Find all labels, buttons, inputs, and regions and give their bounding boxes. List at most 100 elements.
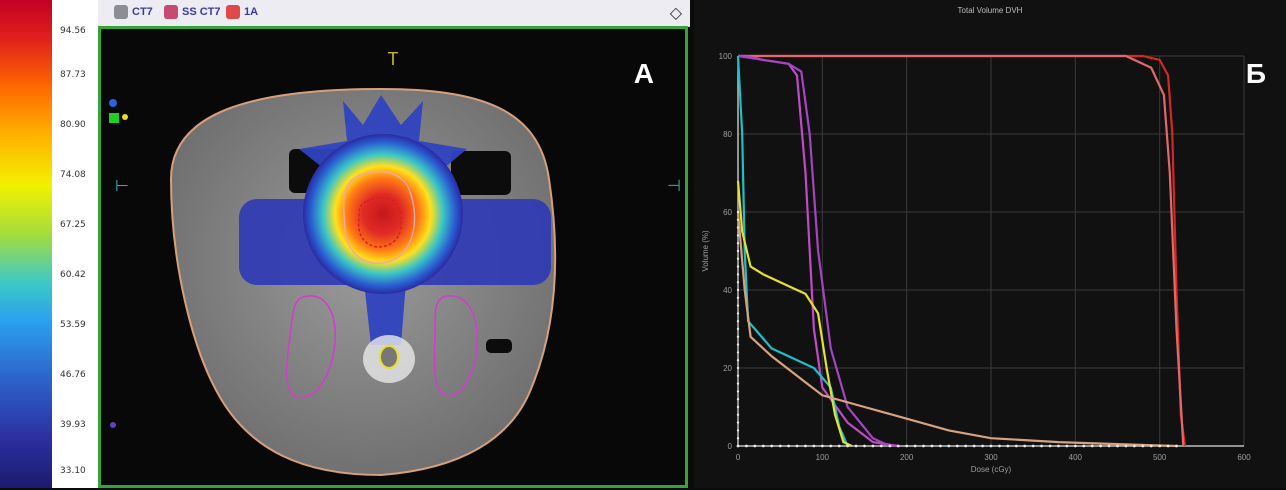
- axis-dot: [736, 288, 740, 292]
- axis-dot: [1048, 444, 1052, 448]
- y-tick-label: 100: [719, 52, 733, 61]
- x-axis-label: Dose (cGy): [971, 465, 1012, 474]
- axis-dot: [871, 444, 875, 448]
- axis-dot: [1006, 444, 1010, 448]
- y-tick-label: 60: [723, 208, 732, 217]
- axis-dot: [1158, 444, 1162, 448]
- axis-dot: [1031, 444, 1035, 448]
- view-indicator-icon[interactable]: [122, 114, 128, 120]
- toolbar-item[interactable]: SS CT7: [164, 2, 221, 22]
- axis-dot: [1040, 444, 1043, 448]
- view-indicator-icon[interactable]: [109, 113, 119, 123]
- scroll-marker-icon[interactable]: [110, 422, 116, 428]
- axis-dot: [736, 210, 740, 214]
- y-tick-label: 80: [723, 130, 732, 139]
- colorbar-tick: 53.59: [60, 320, 86, 330]
- axis-dot: [736, 312, 740, 315]
- axis-dot: [1014, 444, 1018, 448]
- orientation-left: ⊢: [115, 178, 129, 195]
- axis-dot: [804, 444, 807, 448]
- bowel-gas: [451, 151, 511, 195]
- axis-dot: [736, 234, 740, 237]
- axis-dot: [736, 242, 740, 245]
- axis-dot: [736, 296, 740, 299]
- axis-dot: [930, 444, 934, 448]
- axis-dot: [736, 444, 740, 448]
- x-tick-label: 200: [900, 453, 914, 462]
- axis-dot: [905, 444, 909, 448]
- colorbar-tick: 74.08: [60, 170, 86, 180]
- axis-dot: [1175, 444, 1178, 448]
- y-tick-label: 20: [723, 364, 732, 373]
- dvh-series-line: [737, 54, 891, 447]
- right-kidney-contour: [433, 295, 478, 397]
- ct-icon: [114, 5, 128, 19]
- axis-dot: [736, 398, 740, 401]
- axis-dot: [854, 444, 858, 448]
- axis-dot: [896, 444, 900, 448]
- view-indicator-icon[interactable]: [109, 99, 117, 107]
- toolbar-tools-icon[interactable]: ◇: [669, 5, 682, 22]
- axis-dot: [998, 444, 1001, 448]
- axis-dot: [736, 335, 740, 338]
- axis-dot: [820, 444, 824, 448]
- colorbar-tick: 87.73: [60, 70, 86, 80]
- toolbar-label: CT7: [132, 6, 153, 18]
- colorbar-tick: 33.10: [60, 466, 86, 476]
- dvh-series-line: [738, 54, 1187, 447]
- dvh-series-line: [736, 55, 849, 447]
- axis-dot: [761, 444, 765, 448]
- spinal-cord-contour: [379, 345, 399, 369]
- colorbar-tick: 94.56: [60, 26, 86, 36]
- viewer-toolbar: CT7 SS CT7 1A ◇: [98, 0, 690, 27]
- person-icon: [226, 5, 240, 19]
- axis-dot: [736, 226, 740, 229]
- axis-dot: [1057, 444, 1060, 448]
- colorbar-tick: 46.76: [60, 370, 86, 380]
- axis-dot: [736, 421, 740, 424]
- panel-b-label: Б: [1245, 58, 1266, 89]
- ct-image-frame[interactable]: T ⊢ ⊣: [98, 26, 688, 488]
- toolbar-item[interactable]: 1A: [226, 2, 258, 22]
- axis-dot: [753, 444, 757, 448]
- axis-dot: [1099, 444, 1103, 448]
- axis-dot: [879, 444, 883, 448]
- axis-dot: [837, 444, 841, 448]
- axis-dot: [1141, 444, 1145, 448]
- dvh-chart-panel: Total Volume DVH 0 100 200 300 400 500 600 0 20 4…: [694, 0, 1286, 488]
- axis-dot: [736, 390, 740, 393]
- ct-viewer-panel: CT7 SS CT7 1A ◇: [98, 0, 690, 488]
- axis-dot: [1149, 444, 1153, 448]
- axis-dot: [736, 320, 740, 323]
- axis-dot: [787, 444, 790, 448]
- toolbar-item[interactable]: CT7: [114, 2, 153, 22]
- axis-dot: [922, 444, 925, 448]
- axis-dot: [736, 281, 740, 284]
- colorbar-ticks: [58, 0, 98, 488]
- colorbar-tick: 60.42: [60, 270, 86, 280]
- panel-a-label: A: [633, 58, 654, 89]
- x-tick-label: 600: [1237, 453, 1251, 462]
- axis-dot: [1073, 444, 1077, 448]
- axis-dot: [736, 273, 740, 276]
- dvh-chart-svg: 0 100 200 300 400 500 600 0 20 40 60 80 100 Dose (cGy…: [701, 52, 1251, 474]
- axis-dot: [846, 444, 850, 448]
- axis-dot: [972, 444, 976, 448]
- axis-dot: [989, 444, 993, 448]
- lungs-icon: [164, 5, 178, 19]
- bowel-gas: [486, 339, 512, 353]
- toolbar-label: 1A: [244, 6, 259, 18]
- x-tick-label: 0: [736, 453, 741, 462]
- chart-title: Total Volume DVH: [957, 6, 1023, 15]
- axis-dot: [736, 382, 740, 385]
- axis-dot: [736, 218, 740, 221]
- axis-dot: [964, 444, 968, 448]
- colorbar: 94.56 87.73 80.90 74.08 67.25 60.42 53.5…: [0, 0, 98, 488]
- x-tick-label: 300: [984, 453, 998, 462]
- orientation-top: T: [388, 49, 399, 69]
- axis-dot: [736, 374, 740, 377]
- axis-dot: [913, 444, 917, 448]
- axis-dot: [1065, 444, 1069, 448]
- axis-dot: [736, 249, 740, 253]
- colorbar-tick: 80.90: [60, 120, 86, 130]
